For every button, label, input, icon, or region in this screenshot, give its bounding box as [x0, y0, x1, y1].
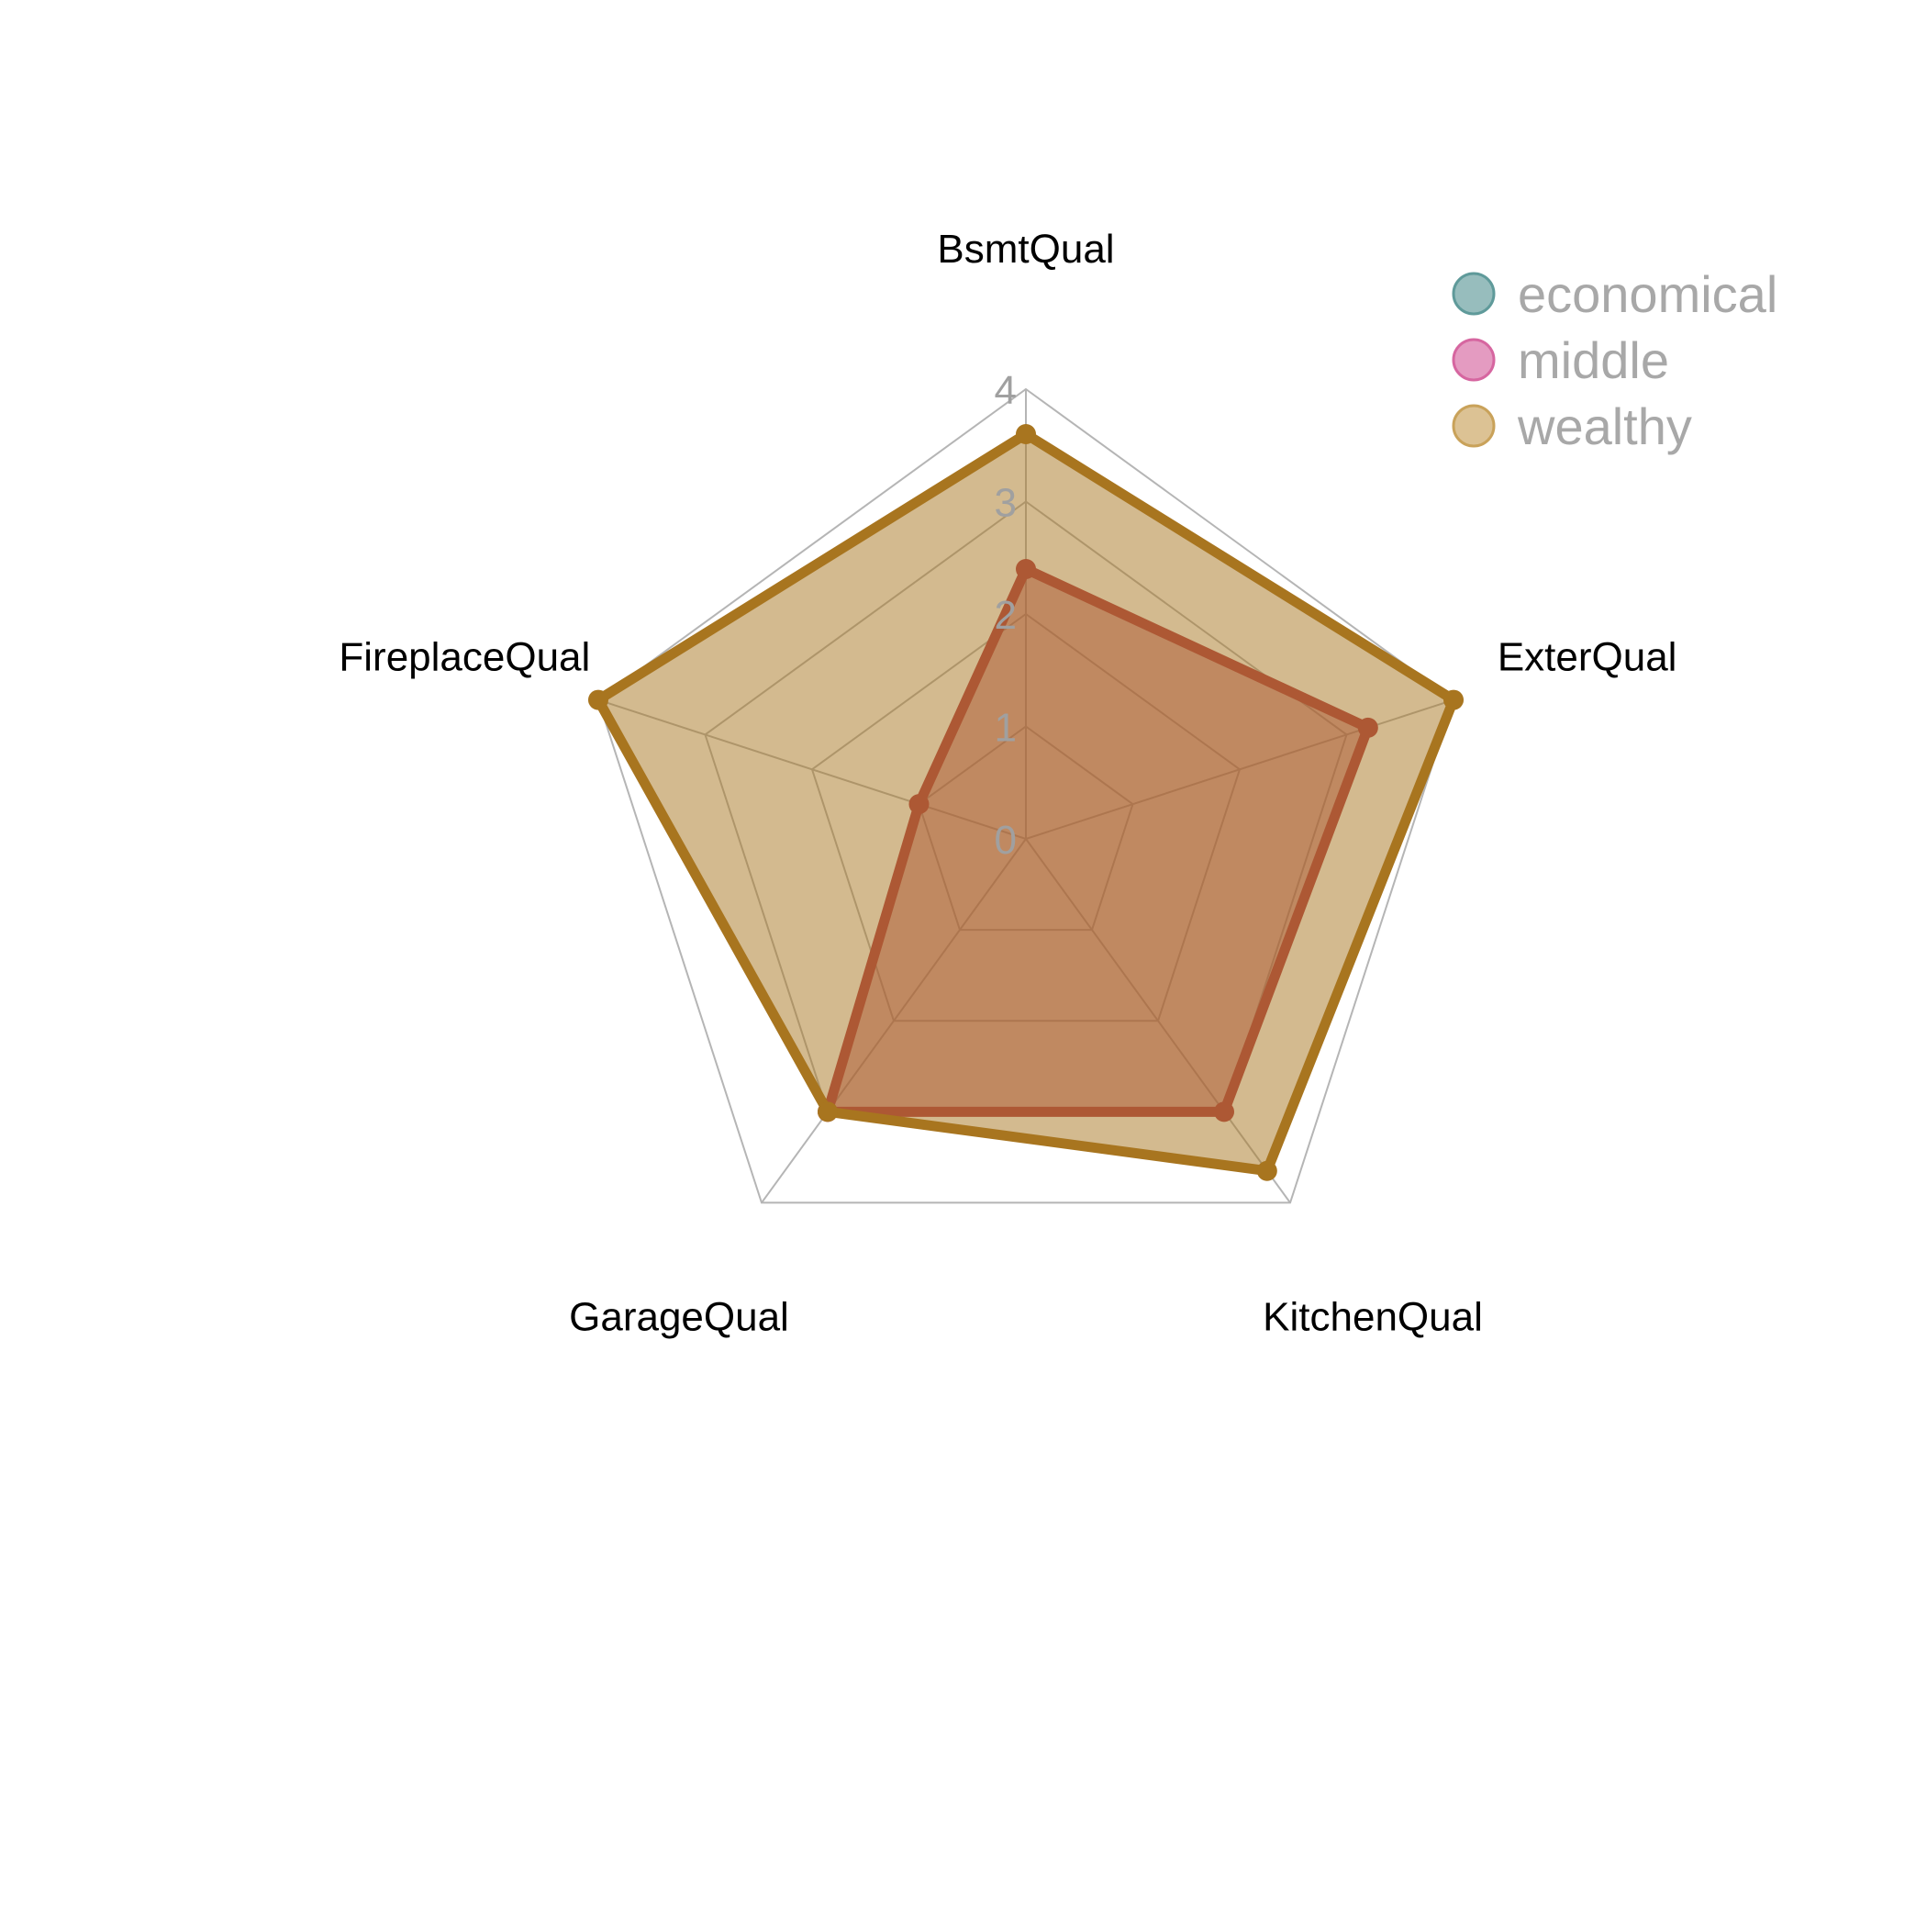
series-layer [587, 424, 1465, 1181]
legend-item-wealthy: wealthy [1452, 397, 1692, 455]
series-area-wealthy [597, 434, 1454, 1171]
legend: economical middle wealthy [1452, 265, 1777, 455]
legend-swatch-middle [1452, 338, 1496, 382]
legend-label-economical: economical [1518, 265, 1777, 323]
legend-swatch-economical [1452, 272, 1496, 316]
tick-label-0: 0 [995, 818, 1017, 863]
axis-label-kitchenqual: KitchenQual [1263, 1294, 1483, 1339]
tick-label-4: 4 [995, 368, 1017, 413]
data-point-wealthy-bsmtqual [1016, 424, 1036, 444]
tick-label-3: 3 [995, 481, 1017, 526]
tick-label-1: 1 [995, 706, 1017, 751]
axis-label-garagequal: GarageQual [569, 1294, 789, 1339]
grid-ring-4 [596, 387, 1455, 1204]
series-wealthy [587, 424, 1465, 1181]
legend-item-middle: middle [1452, 331, 1669, 389]
data-point-wealthy-kitchenqual [1256, 1160, 1277, 1181]
data-point-wealthy-garagequal [817, 1101, 838, 1122]
legend-label-wealthy: wealthy [1517, 397, 1692, 455]
data-point-wealthy-exterqual [1443, 689, 1465, 710]
tick-label-2: 2 [995, 593, 1017, 638]
legend-swatch-wealthy [1452, 404, 1496, 448]
series-line-wealthy [593, 429, 1459, 1177]
data-point-wealthy-fireplacequal [587, 689, 608, 710]
legend-item-economical: economical [1452, 265, 1777, 323]
axis-label-exterqual: ExterQual [1498, 634, 1677, 679]
legend-label-middle: middle [1518, 331, 1669, 389]
label-layer: 0 1 2 3 4 BsmtQual ExterQual KitchenQual GarageQ… [339, 227, 1676, 1339]
axis-label-bsmtqual: BsmtQual [937, 227, 1114, 272]
axis-label-fireplacequal: FireplaceQual [339, 634, 590, 679]
